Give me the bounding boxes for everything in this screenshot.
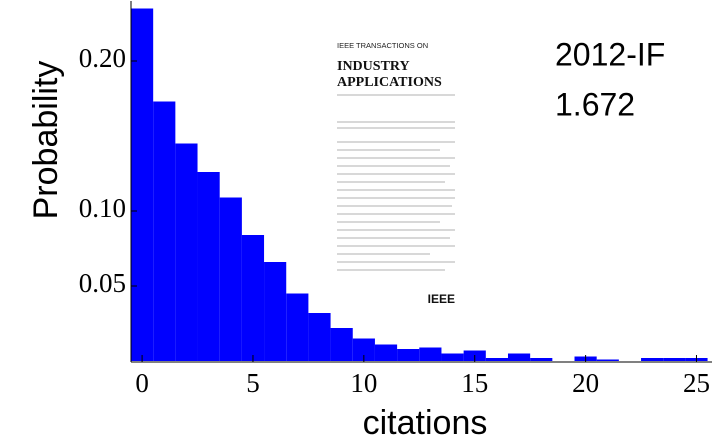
inset-cover: IEEE TRANSACTIONS ON INDUSTRY APPLICATIO… [337, 41, 455, 306]
y-tick-label: 0.10 [79, 193, 126, 223]
inset-text-lines [337, 142, 455, 270]
y-tick-label: 0.05 [79, 268, 126, 298]
bar [175, 144, 197, 362]
bar [530, 358, 552, 361]
bar [308, 313, 330, 361]
bar [508, 354, 530, 362]
inset-header: IEEE TRANSACTIONS ON [337, 41, 428, 50]
bar [153, 102, 175, 362]
bar [641, 358, 663, 361]
bar [441, 354, 463, 362]
bar [242, 235, 264, 361]
annotation: 2012-IF [555, 36, 665, 72]
x-tick-label: 20 [572, 368, 599, 398]
inset-title: INDUSTRY [337, 59, 410, 74]
y-axis-title: Probability [27, 61, 65, 220]
bar [286, 294, 308, 362]
bar [331, 328, 353, 361]
x-tick-label: 15 [461, 368, 488, 398]
y-tick-label: 0.20 [79, 43, 126, 73]
bar [375, 345, 397, 362]
bar [220, 198, 242, 362]
bar [663, 358, 685, 361]
bar [486, 358, 508, 361]
chart: IEEE TRANSACTIONS ON INDUSTRY APPLICATIO… [0, 0, 720, 442]
bar [419, 348, 441, 362]
bar [397, 349, 419, 361]
bar [264, 262, 286, 361]
bar [597, 360, 619, 362]
annotation: 1.672 [555, 86, 635, 122]
x-tick-label: 5 [246, 368, 260, 398]
x-tick-label: 10 [350, 368, 377, 398]
inset-logo: IEEE [428, 292, 455, 306]
bar [198, 172, 220, 361]
x-tick-label: 25 [683, 368, 710, 398]
x-tick-label: 0 [135, 368, 149, 398]
inset-title: APPLICATIONS [337, 75, 442, 90]
x-axis-title: citations [363, 404, 488, 442]
